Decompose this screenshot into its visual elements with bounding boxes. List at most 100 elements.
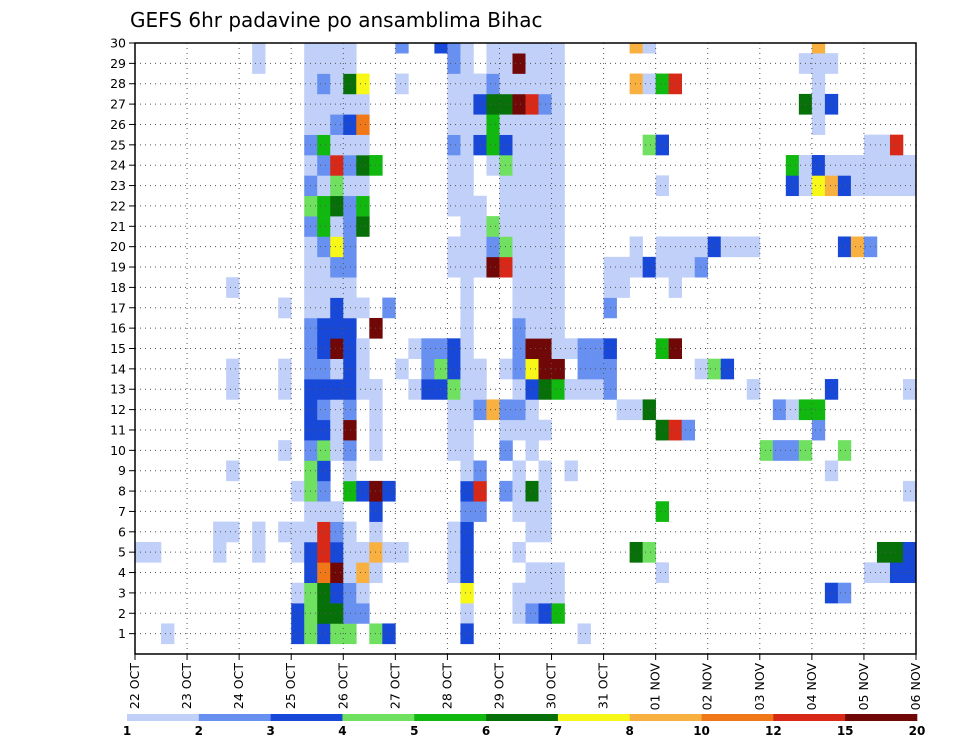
heatmap-cell	[330, 297, 344, 319]
heatmap-cell	[278, 358, 292, 380]
heatmap-cell	[330, 73, 344, 95]
heatmap-cell	[486, 134, 500, 156]
heatmap-cell	[525, 277, 539, 298]
heatmap-cell	[460, 114, 474, 135]
y-tick-label: 1	[118, 626, 126, 641]
x-tick-label: 28 OCT	[439, 663, 454, 709]
heatmap-cell	[876, 562, 891, 584]
heatmap-cell	[785, 155, 800, 176]
heatmap-cell	[330, 562, 344, 584]
colorbar-label: 3	[266, 724, 274, 738]
heatmap-cell	[395, 541, 409, 563]
heatmap-cell	[525, 440, 539, 461]
heatmap-cell	[655, 134, 669, 156]
heatmap-cell	[460, 73, 474, 95]
heatmap-cell	[226, 358, 240, 380]
x-tick-label: 24 OCT	[231, 663, 246, 709]
y-tick-label: 4	[118, 565, 126, 580]
heatmap-cell	[330, 53, 344, 74]
heatmap-cell	[551, 297, 565, 319]
heatmap-cell	[330, 379, 344, 400]
heatmap-cell	[525, 358, 539, 380]
heatmap-cell	[330, 338, 344, 359]
heatmap-cell	[902, 541, 917, 563]
heatmap-cell	[460, 155, 474, 176]
heatmap-cell	[343, 53, 357, 74]
heatmap-cell	[525, 501, 539, 522]
heatmap-cell	[330, 256, 344, 278]
x-tick-label: 01 NOV	[648, 663, 663, 711]
heatmap-cell	[902, 480, 917, 502]
heatmap-cell	[655, 175, 669, 197]
heatmap-cell	[512, 399, 526, 421]
heatmap-cell	[525, 399, 539, 421]
heatmap-cell	[811, 43, 826, 54]
heatmap-cell	[317, 317, 331, 339]
heatmap-cell	[460, 480, 474, 502]
heatmap-cell	[629, 399, 643, 421]
heatmap-cell	[876, 541, 891, 563]
heatmap-cell	[447, 399, 461, 421]
heatmap-cell	[486, 236, 500, 258]
heatmap-cell	[850, 175, 865, 197]
heatmap-cell	[330, 277, 344, 298]
heatmap-cell	[317, 541, 331, 563]
heatmap-cell	[460, 43, 474, 54]
heatmap-cell	[499, 256, 513, 278]
heatmap-cell	[499, 236, 513, 258]
heatmap-cell	[317, 297, 331, 319]
heatmap-cell	[902, 155, 917, 176]
heatmap-cell	[460, 603, 474, 624]
heatmap-cell	[447, 236, 461, 258]
heatmap-cell	[343, 277, 357, 298]
heatmap-cell	[746, 379, 761, 400]
heatmap-cell	[525, 195, 539, 217]
heatmap-cell	[330, 195, 344, 217]
heatmap-cell	[447, 541, 461, 563]
heatmap-cell	[317, 73, 331, 95]
heatmap-cell	[564, 379, 578, 400]
colorbar-swatch	[629, 714, 702, 721]
heatmap-cell	[512, 358, 526, 380]
heatmap-cell	[642, 256, 656, 278]
x-tick-label: 27 OCT	[387, 663, 402, 709]
heatmap-cell	[343, 236, 357, 258]
heatmap-cell	[512, 541, 526, 563]
heatmap-cell	[720, 358, 735, 380]
heatmap-cell	[759, 440, 774, 461]
heatmap-cell	[525, 582, 539, 604]
heatmap-cell	[343, 338, 357, 359]
heatmap-cell	[213, 541, 227, 563]
heatmap-cell	[317, 236, 331, 258]
heatmap-cell	[330, 175, 344, 197]
heatmap-cell	[551, 277, 565, 298]
x-tick-label: 06 NOV	[908, 663, 923, 711]
heatmap-cell	[330, 419, 344, 441]
heatmap-cell	[460, 317, 474, 339]
heatmap-cell	[460, 53, 474, 74]
heatmap-cell	[317, 358, 331, 380]
heatmap-cell	[161, 623, 175, 645]
heatmap-cell	[460, 358, 474, 380]
heatmap-cell	[460, 521, 474, 543]
y-axis: 1234567891011121314151617181920212223242…	[110, 36, 135, 641]
heatmap-cell	[811, 175, 826, 197]
heatmap-cell	[317, 501, 331, 522]
heatmap-cell	[343, 541, 357, 563]
colorbar-label: 2	[195, 724, 203, 738]
heatmap-cell	[837, 582, 852, 604]
heatmap-cell	[811, 73, 826, 95]
heatmap-cell	[551, 582, 565, 604]
heatmap-cell	[343, 399, 357, 421]
heatmap-cell	[707, 358, 722, 380]
heatmap-cell	[512, 155, 526, 176]
heatmap-cell	[499, 440, 513, 461]
heatmap-cell	[291, 623, 305, 645]
heatmap-cell	[889, 155, 904, 176]
heatmap-cell	[499, 73, 513, 95]
heatmap-cell	[577, 358, 591, 380]
heatmap-cell	[499, 358, 513, 380]
heatmap-cell	[616, 277, 630, 298]
heatmap-cell	[317, 338, 331, 359]
heatmap-cell	[447, 338, 461, 359]
